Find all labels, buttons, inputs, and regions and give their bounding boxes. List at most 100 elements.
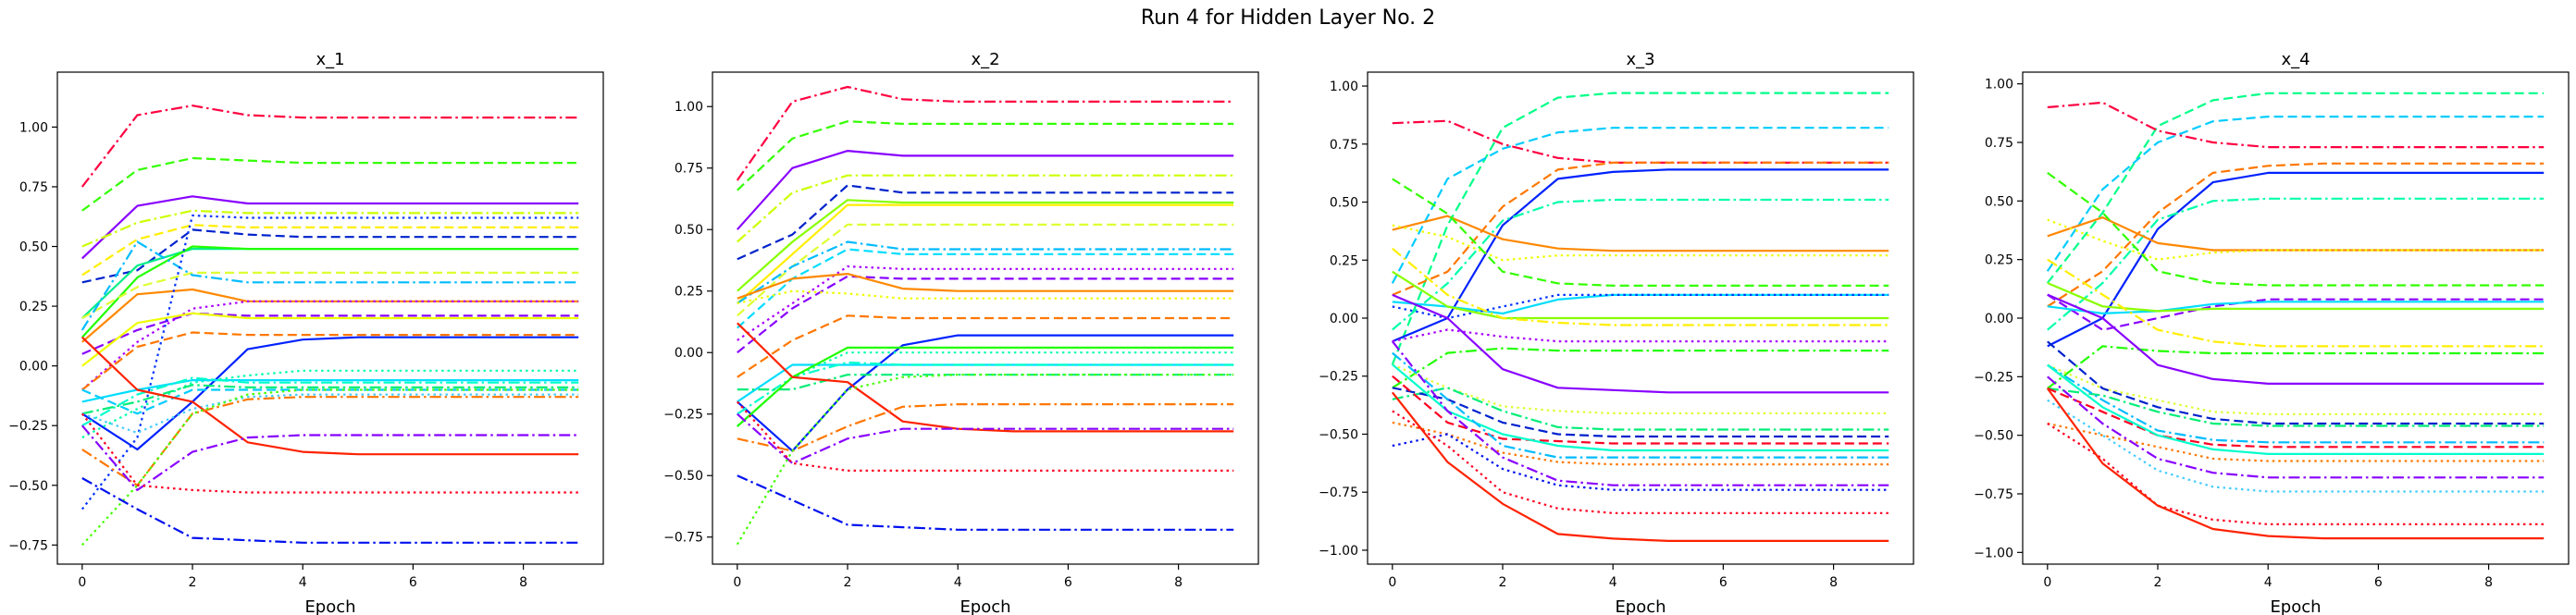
y-tick-label: −0.25 xyxy=(1319,370,1358,385)
series-line-8 xyxy=(80,245,579,338)
x-tick-label: 6 xyxy=(2374,575,2383,590)
series-line-15 xyxy=(1392,347,1889,389)
series-line-4 xyxy=(1392,161,1889,296)
series-line-13 xyxy=(81,312,579,355)
series-line-14 xyxy=(81,312,579,367)
series-line-12 xyxy=(2047,281,2545,313)
y-tick-label: −1.00 xyxy=(1974,546,2013,560)
series-line-2 xyxy=(2047,101,2545,149)
x-axis-label: Epoch xyxy=(304,597,355,615)
x-axis-label: Epoch xyxy=(1615,597,1666,615)
axes-frame xyxy=(712,71,1259,565)
series-line-9 xyxy=(737,240,1234,304)
series-line-19 xyxy=(2047,363,2545,444)
y-tick-label: 0.25 xyxy=(675,285,703,300)
series-line-26 xyxy=(1392,410,1889,514)
y-tick-label: −1.00 xyxy=(1319,544,1358,559)
series-line-12 xyxy=(737,275,1234,354)
y-tick-label: 0.25 xyxy=(1985,253,2013,268)
x-tick-label: 4 xyxy=(954,575,962,590)
series-line-10 xyxy=(80,240,579,331)
y-tick-label: 0.25 xyxy=(1330,253,1358,268)
series-line-26 xyxy=(2046,387,2545,540)
series-line-6 xyxy=(81,228,579,284)
series-line-3 xyxy=(2046,115,2545,272)
series-line-24 xyxy=(737,412,1234,464)
series-line-23 xyxy=(81,393,579,435)
x-tick-label: 2 xyxy=(844,575,852,590)
y-tick-label: 0.75 xyxy=(19,180,48,195)
y-tick-label: −0.75 xyxy=(8,538,48,553)
y-tick-label: −0.25 xyxy=(8,419,48,434)
series-line-2 xyxy=(1391,127,1889,284)
subplot-x_4: x_4 0 2 4 6 8 −1.00 −0.75 −0.50 −0.25 0.00 0.25 0.50… xyxy=(1974,50,2570,615)
series-line-19 xyxy=(81,379,579,403)
series-line-24 xyxy=(2047,399,2545,493)
series-line-14 xyxy=(1392,328,1889,343)
series-line-13 xyxy=(737,273,1234,300)
y-tick-label: −0.50 xyxy=(1974,429,2013,444)
x-tick-label: 0 xyxy=(78,575,86,590)
series-line-17 xyxy=(1392,363,1889,414)
y-tick-label: 0.50 xyxy=(1985,194,2013,209)
y-tick-label: 0.50 xyxy=(675,223,703,238)
series-line-18 xyxy=(2047,387,2545,427)
y-tick-label: 0.75 xyxy=(1330,138,1358,153)
series-group xyxy=(1391,92,1889,543)
series-line-25 xyxy=(2047,423,2545,526)
series-line-13 xyxy=(2047,258,2545,348)
series-line-16 xyxy=(737,334,1234,452)
x-tick-label: 4 xyxy=(2264,575,2273,590)
y-tick-label: −0.75 xyxy=(1319,486,1358,500)
y-tick-label: −0.50 xyxy=(8,479,48,494)
x-tick-label: 2 xyxy=(189,575,197,590)
y-tick-label: 1.00 xyxy=(1985,78,2013,92)
x-tick-label: 8 xyxy=(1829,575,1838,590)
series-group xyxy=(736,85,1234,546)
subplot-title: x_1 xyxy=(316,50,344,69)
series-line-5 xyxy=(1392,168,1889,343)
series-line-20 xyxy=(1392,375,1889,445)
y-tick-label: 1.00 xyxy=(19,120,48,135)
x-tick-label: 2 xyxy=(2154,575,2162,590)
series-line-24 xyxy=(81,336,579,456)
series-line-9 xyxy=(1392,178,1889,287)
series-line-23 xyxy=(737,403,1234,452)
series-line-19 xyxy=(737,361,1234,415)
series-line-12 xyxy=(81,300,579,391)
figure-suptitle: Run 4 for Hidden Layer No. 2 xyxy=(1141,6,1435,30)
series-line-27 xyxy=(80,412,579,494)
series-line-14 xyxy=(737,289,1234,305)
series-line-15 xyxy=(2047,293,2545,385)
subplot-title: x_2 xyxy=(971,50,999,69)
series-line-15 xyxy=(81,331,579,391)
subplot-grid: x_1 0 2 4 6 8 −0.75 −0.50 −0.25 0.00 0.25 0.50 0.75 1… xyxy=(8,50,2570,615)
y-tick-label: 0.00 xyxy=(1985,312,2013,326)
series-line-1 xyxy=(736,85,1234,181)
x-tick-label: 0 xyxy=(2043,575,2051,590)
x-tick-label: 0 xyxy=(733,575,741,590)
series-line-15 xyxy=(737,314,1234,378)
series-line-6 xyxy=(737,199,1234,292)
series-line-6 xyxy=(1392,198,1889,331)
y-tick-label: 0.00 xyxy=(19,360,48,375)
x-axis-label: Epoch xyxy=(960,597,1010,615)
series-line-4 xyxy=(81,209,579,248)
subplot-title: x_3 xyxy=(1626,50,1654,69)
x-tick-label: 6 xyxy=(409,575,417,590)
series-line-3 xyxy=(81,195,579,260)
series-line-22 xyxy=(737,322,1234,433)
series-line-11 xyxy=(2047,301,2545,314)
series-line-8 xyxy=(2047,218,2545,261)
series-line-19 xyxy=(1392,387,1889,438)
series-line-2 xyxy=(737,120,1234,191)
series-line-9 xyxy=(2047,172,2545,287)
series-line-1 xyxy=(2046,92,2545,284)
series-line-1 xyxy=(1391,92,1889,365)
y-tick-label: −0.25 xyxy=(1974,370,2013,385)
series-line-22 xyxy=(1392,351,1889,459)
series-line-11 xyxy=(737,265,1234,341)
series-line-21 xyxy=(81,384,579,415)
series-group xyxy=(80,105,579,547)
